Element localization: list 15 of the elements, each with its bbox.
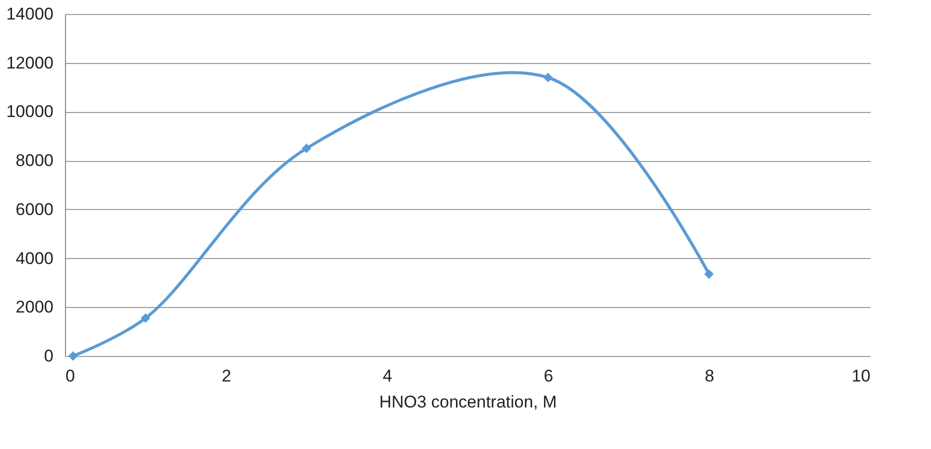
x-tick-label: 6 — [544, 366, 554, 386]
x-tick-label: 8 — [704, 366, 714, 386]
x-tick-label: 0 — [66, 366, 75, 386]
y-tick-label: 6000 — [16, 200, 54, 219]
y-tick-label: 8000 — [16, 151, 54, 170]
y-tick-label: 10000 — [6, 102, 54, 122]
y-tick-label: 12000 — [6, 53, 54, 72]
y-tick-label: 14000 — [6, 4, 54, 24]
y-tick-label: 0 — [44, 346, 54, 366]
x-tick-label: 4 — [382, 366, 392, 386]
x-axis-title: HNO3 concentration, M — [379, 392, 557, 412]
y-tick-label: 2000 — [16, 298, 54, 317]
x-tick-label: 10 — [852, 366, 870, 386]
y-tick-label: 4000 — [16, 248, 54, 268]
x-tick-label: 2 — [222, 366, 232, 386]
